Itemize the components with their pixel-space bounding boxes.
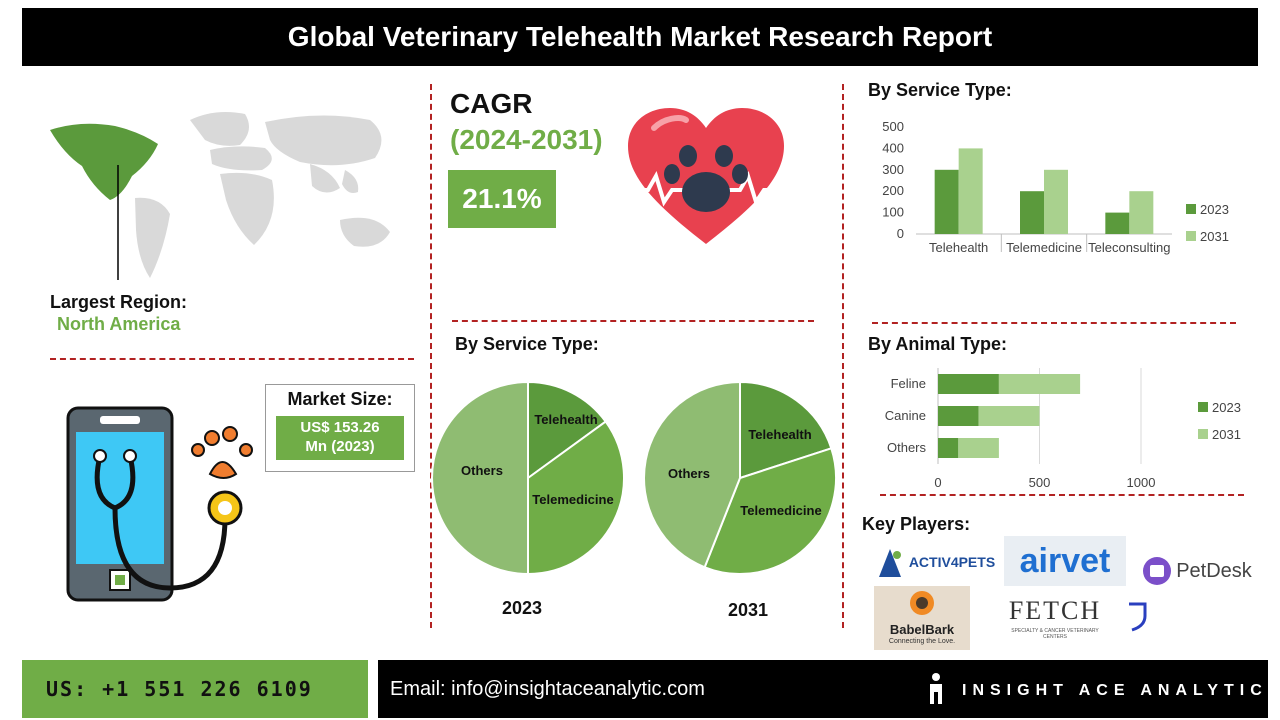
animal-type-bar-chart: 0 500 1000 Feline Canine Others 2023 2031 xyxy=(885,368,1241,490)
pie-slice-telehealth xyxy=(739,380,833,480)
bar-2023-canine xyxy=(938,406,979,426)
petdesk-logo: PetDesk xyxy=(1134,554,1260,588)
fetch-tagline: SPECIALTY & CANCER VETERINARY CENTERS xyxy=(1011,628,1099,640)
legend-swatch-2023 xyxy=(1198,402,1208,412)
legend-swatch-2023 xyxy=(1186,204,1196,214)
market-size-value-line2: Mn (2023) xyxy=(305,438,375,455)
largest-region-value: North America xyxy=(57,314,181,334)
y-tick-label: 200 xyxy=(882,183,904,198)
legend-label-2031: 2031 xyxy=(1200,229,1229,244)
pie-label-telemedicine: Telemedicine xyxy=(740,503,821,518)
service-bar-title: By Service Type: xyxy=(868,80,1012,100)
pie-label-others: Others xyxy=(461,463,503,478)
footer-email-bar: Email: info@insightaceanalytic.com xyxy=(378,660,1268,718)
shield-logo-icon xyxy=(1129,602,1147,632)
activ4pets-mark-icon xyxy=(878,549,901,577)
x-tick-label: 1000 xyxy=(1127,475,1156,490)
footer-phone[interactable]: US: +1 551 226 6109 xyxy=(22,660,368,718)
key-players-title: Key Players: xyxy=(862,514,971,534)
bar-2023-teleconsulting xyxy=(1105,212,1130,234)
market-size-label: Market Size: xyxy=(287,389,393,409)
pie-chart-2031: Telehealth Telemedicine Others xyxy=(643,380,837,575)
divider-service xyxy=(872,322,1236,324)
fetch-text: FETCH xyxy=(1008,596,1102,625)
bar-2031-others xyxy=(958,438,999,458)
babelbark-logo: BabelBark Connecting the Love. xyxy=(874,586,970,650)
bar-2023-telemedicine xyxy=(1020,191,1044,234)
legend-swatch-2031 xyxy=(1186,231,1196,241)
heart-paw-icon xyxy=(626,108,786,244)
divider-cagr xyxy=(452,320,814,322)
bar-2023-feline xyxy=(938,374,999,394)
pie-label-telemedicine: Telemedicine xyxy=(532,492,613,507)
pie-chart-2023: Telehealth Telemedicine Others xyxy=(431,380,625,576)
service-type-bar-chart: 0 100 200 300 400 500 Telehealth Telemedicine Te… xyxy=(882,119,1229,255)
airvet-text: airvet xyxy=(1019,541,1111,580)
divider-region xyxy=(50,358,414,360)
cagr-period: (2024-2031) xyxy=(450,124,603,155)
y-tick-label: Canine xyxy=(885,408,926,423)
airvet-logo: airvet xyxy=(1004,536,1126,586)
x-tick-label: Teleconsulting xyxy=(1088,240,1170,255)
divider-right xyxy=(842,84,844,628)
x-tick-label: Telemedicine xyxy=(1006,240,1082,255)
market-size-value: US$ 153.26 Mn (2023) xyxy=(276,416,404,460)
legend-label-2031: 2031 xyxy=(1212,427,1241,442)
activ4pets-logo: ACTIV4PETS xyxy=(870,540,1000,584)
y-tick-label: Others xyxy=(887,440,927,455)
cagr-value: 21.1% xyxy=(448,170,556,228)
pie-year-2031: 2031 xyxy=(728,600,769,620)
pie-slice-others xyxy=(643,380,741,569)
legend-swatch-2031 xyxy=(1198,429,1208,439)
pie-year-2023: 2023 xyxy=(502,598,543,618)
bar-2031-feline xyxy=(998,374,1081,394)
petdesk-mark-icon xyxy=(1143,557,1172,585)
world-map xyxy=(50,112,390,280)
x-tick-label: Telehealth xyxy=(929,240,988,255)
divider-left xyxy=(430,84,432,628)
bar-2031-telehealth xyxy=(958,148,983,234)
babelbark-dog-icon xyxy=(910,591,934,615)
largest-region-label: Largest Region: xyxy=(50,292,188,312)
brand-name: INSIGHT ACE ANALYTIC xyxy=(962,682,1268,699)
brand-mark-icon xyxy=(930,673,942,704)
fetch-logo: FETCH SPECIALTY & CANCER VETERINARY CENT… xyxy=(1000,596,1110,646)
pie-slice-telemedicine xyxy=(703,447,837,575)
phone-stethoscope-illustration xyxy=(66,406,253,602)
footer-email[interactable]: Email: info@insightaceanalytic.com xyxy=(390,677,705,700)
legend-label-2023: 2023 xyxy=(1200,202,1229,217)
bar-2031-canine xyxy=(978,406,1040,426)
pie-slice-telemedicine xyxy=(527,420,625,576)
babelbark-tagline: Connecting the Love. xyxy=(888,638,956,645)
petdesk-text: PetDesk xyxy=(1176,559,1252,582)
y-tick-label: Feline xyxy=(891,376,926,391)
activ4pets-text: ACTIV4PETS xyxy=(908,554,996,570)
bar-2031-telemedicine xyxy=(1044,169,1068,234)
animal-bar-title: By Animal Type: xyxy=(868,334,1008,354)
market-size-card: Market Size: US$ 153.26 Mn (2023) xyxy=(265,384,415,472)
cagr-label: CAGR xyxy=(450,88,533,119)
pie-section-title: By Service Type: xyxy=(455,334,599,354)
y-tick-label: 300 xyxy=(882,162,904,177)
pie-label-others: Others xyxy=(668,466,710,481)
y-tick-label: 500 xyxy=(882,119,904,134)
bar-2023-others xyxy=(938,438,959,458)
bar-2023-telehealth xyxy=(934,169,959,234)
divider-animal xyxy=(880,494,1244,496)
x-tick-label: 500 xyxy=(1029,475,1051,490)
y-tick-label: 100 xyxy=(882,205,904,220)
pie-slice-others xyxy=(431,380,529,576)
pie-slice-telehealth xyxy=(527,380,608,480)
market-size-value-line1: US$ 153.26 xyxy=(300,419,380,436)
pie-label-telehealth: Telehealth xyxy=(748,427,811,442)
report-title: Global Veterinary Telehealth Market Rese… xyxy=(22,8,1258,66)
bar-2031-teleconsulting xyxy=(1129,191,1154,234)
legend-label-2023: 2023 xyxy=(1212,400,1241,415)
babelbark-text: BabelBark xyxy=(889,622,955,637)
y-tick-label: 0 xyxy=(897,226,904,241)
x-tick-label: 0 xyxy=(934,475,941,490)
y-tick-label: 400 xyxy=(882,140,904,155)
pie-label-telehealth: Telehealth xyxy=(534,412,597,427)
